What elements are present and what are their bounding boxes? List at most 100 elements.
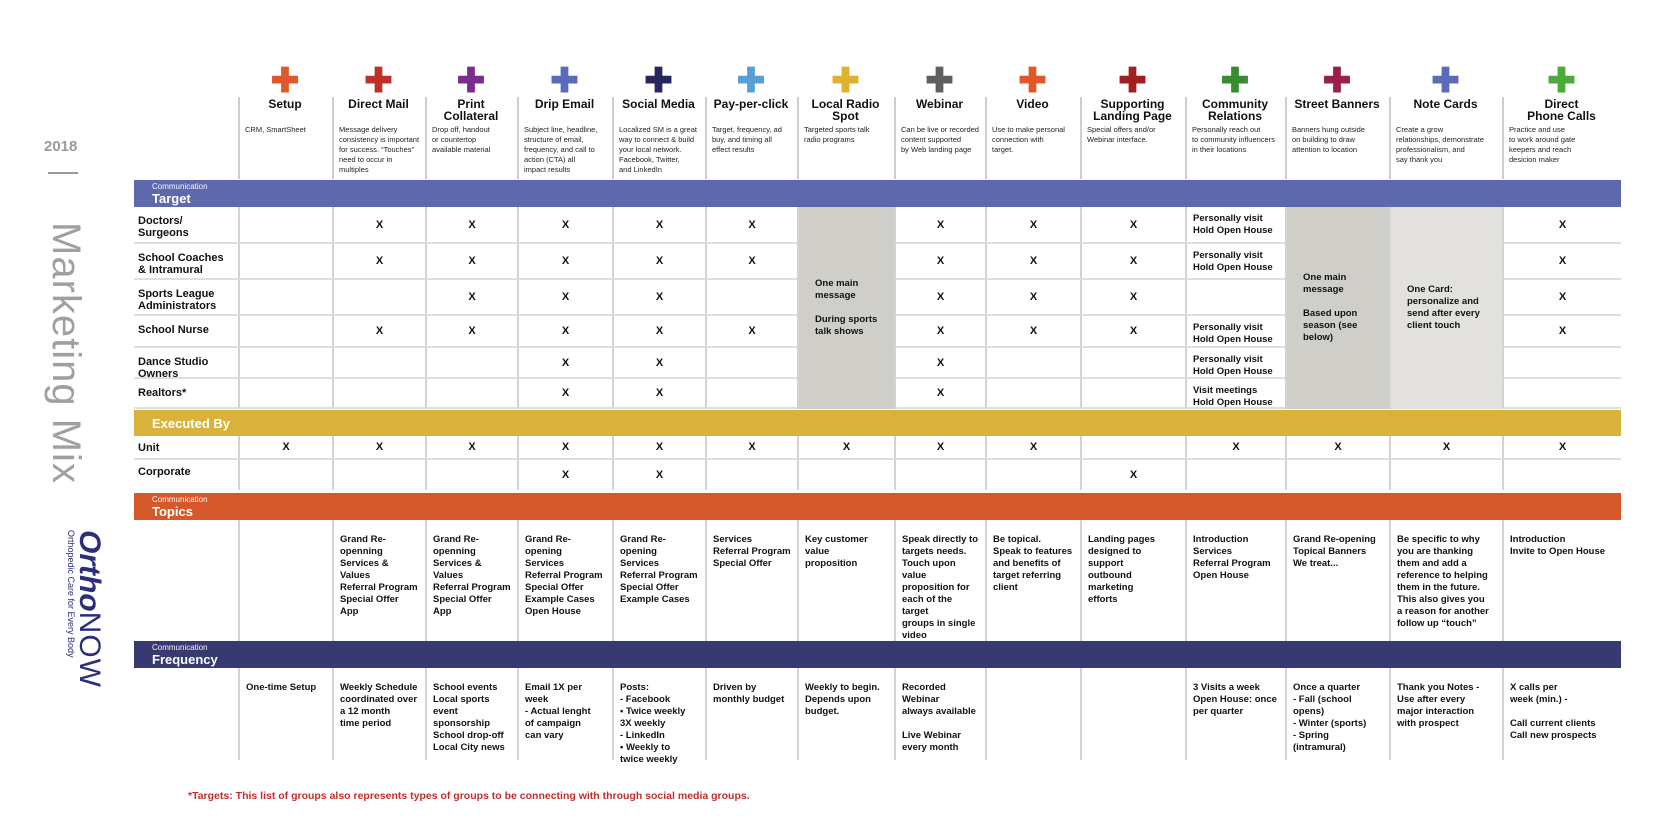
frequency-cell: Weekly Schedule coordinated over a 12 mo… <box>332 668 425 760</box>
table-cell <box>797 460 894 490</box>
topics-cell: Introduction Invite to Open House <box>1502 520 1621 641</box>
frequency-cell: Weekly to begin. Depends upon budget. <box>797 668 894 760</box>
plus-icon: ✚ <box>550 62 579 100</box>
table-cell <box>1185 460 1285 490</box>
table-cell: X <box>705 207 797 244</box>
table-cell <box>705 348 797 379</box>
table-cell: X <box>894 280 985 316</box>
table-cell: X <box>425 207 517 244</box>
table-cell <box>705 460 797 490</box>
table-cell: X <box>705 316 797 348</box>
table-cell: X <box>1080 316 1185 348</box>
column-divider <box>797 97 799 179</box>
row-label: Sports League Administrators <box>134 280 238 316</box>
topics-cell <box>238 520 332 641</box>
row-label: Dance Studio Owners <box>134 348 238 380</box>
table-cell: X <box>425 244 517 280</box>
channel-title: Drip Email <box>534 97 595 111</box>
table-cell: X <box>612 460 705 490</box>
table-cell <box>238 244 332 280</box>
plus-icon: ✚ <box>1322 62 1352 100</box>
table-cell <box>238 280 332 316</box>
table-cell <box>425 379 517 409</box>
table-cell: X <box>612 244 705 280</box>
table-cell: X <box>425 316 517 348</box>
merged-cell: One Card: personalize and send after eve… <box>1389 207 1502 409</box>
table-cell: X <box>1502 316 1621 348</box>
table-cell: X <box>612 348 705 379</box>
table-cell: X <box>894 244 985 280</box>
row-label: Doctors/ Surgeons <box>134 207 238 244</box>
channel-description: Targeted sports talk radio programs <box>804 125 870 144</box>
column-divider <box>425 97 427 179</box>
channel-description: Create a grow relationships, demonstrate… <box>1396 125 1484 164</box>
table-cell: X <box>517 244 612 280</box>
frequency-cell: Email 1X per week - Actual lenght of cam… <box>517 668 612 760</box>
row-label: School Coaches & Intramural <box>134 244 238 280</box>
table-cell: X <box>517 348 612 379</box>
table-cell: X <box>332 316 425 348</box>
table-cell <box>1285 460 1389 490</box>
topics-cell: Grand Re-openning Services & Values Refe… <box>332 520 425 641</box>
column-divider <box>1285 97 1287 179</box>
table-cell: X <box>1185 436 1285 460</box>
row-label: School Nurse <box>134 316 238 348</box>
table-cell: Personally visit Hold Open House <box>1185 348 1285 379</box>
topics-cell: Be specific to why you are thanking them… <box>1389 520 1502 641</box>
column-divider <box>332 97 334 179</box>
table-cell: X <box>332 207 425 244</box>
channel-description: Drop off, handout or countertop availabl… <box>432 125 491 154</box>
logo-wordmark-now: NOW <box>73 611 106 688</box>
table-cell <box>238 207 332 244</box>
table-cell: X <box>517 436 612 460</box>
table-cell: X <box>797 436 894 460</box>
plus-icon: ✚ <box>1220 62 1250 100</box>
table-cell <box>705 280 797 316</box>
table-cell: X <box>425 280 517 316</box>
channel-title: Community Relations <box>1202 97 1268 123</box>
table-cell <box>332 280 425 316</box>
channel-description: Target, frequency, ad buy, and timing al… <box>712 125 782 154</box>
plus-icon: ✚ <box>1547 62 1576 100</box>
table-cell: X <box>1080 207 1185 244</box>
channel-title: Supporting Landing Page <box>1093 97 1172 123</box>
table-cell: X <box>1285 436 1389 460</box>
table-cell: X <box>894 436 985 460</box>
topics-cell: Key customer value proposition <box>797 520 894 641</box>
table-cell: X <box>332 436 425 460</box>
channel-description: Subject line, headline, structure of ema… <box>524 125 598 174</box>
section-band-executed: Executed By <box>134 410 1621 436</box>
table-cell <box>985 379 1080 409</box>
table-cell <box>238 460 332 490</box>
channel-description: Can be live or recorded content supporte… <box>901 125 979 154</box>
table-cell: X <box>1502 436 1621 460</box>
column-divider <box>1502 97 1504 179</box>
section-band-topics: Communication Topics <box>134 493 1621 520</box>
table-cell: X <box>425 436 517 460</box>
table-cell: X <box>985 316 1080 348</box>
column-divider <box>985 97 987 179</box>
table-cell: X <box>894 348 985 379</box>
table-cell: X <box>517 280 612 316</box>
channel-title: Video <box>1016 97 1049 111</box>
table-cell: X <box>517 207 612 244</box>
table-cell: X <box>985 207 1080 244</box>
channel-description: Practice and use to work around gate kee… <box>1509 125 1576 164</box>
page-title: Marketing Mix <box>44 222 88 484</box>
table-cell: X <box>894 379 985 409</box>
topics-cell: Grand Re-openning Services & Values Refe… <box>425 520 517 641</box>
footnote: *Targets: This list of groups also repre… <box>188 790 750 802</box>
topics-cell: Grand Re-opening Services Referral Progr… <box>517 520 612 641</box>
table-cell <box>332 348 425 379</box>
channel-title: Street Banners <box>1294 97 1380 111</box>
topics-cell: Landing pages designed to support outbou… <box>1080 520 1185 641</box>
column-divider <box>238 97 240 179</box>
table-cell: X <box>517 460 612 490</box>
channel-description: Localized SM is a great way to connect &… <box>619 125 697 174</box>
plus-icon: ✚ <box>364 62 393 100</box>
band-title: Frequency <box>152 652 218 667</box>
channel-description: Message delivery consistency is importan… <box>339 125 420 174</box>
plus-icon: ✚ <box>456 62 486 100</box>
channel-title: Direct Phone Calls <box>1527 97 1596 123</box>
table-cell: X <box>1080 244 1185 280</box>
